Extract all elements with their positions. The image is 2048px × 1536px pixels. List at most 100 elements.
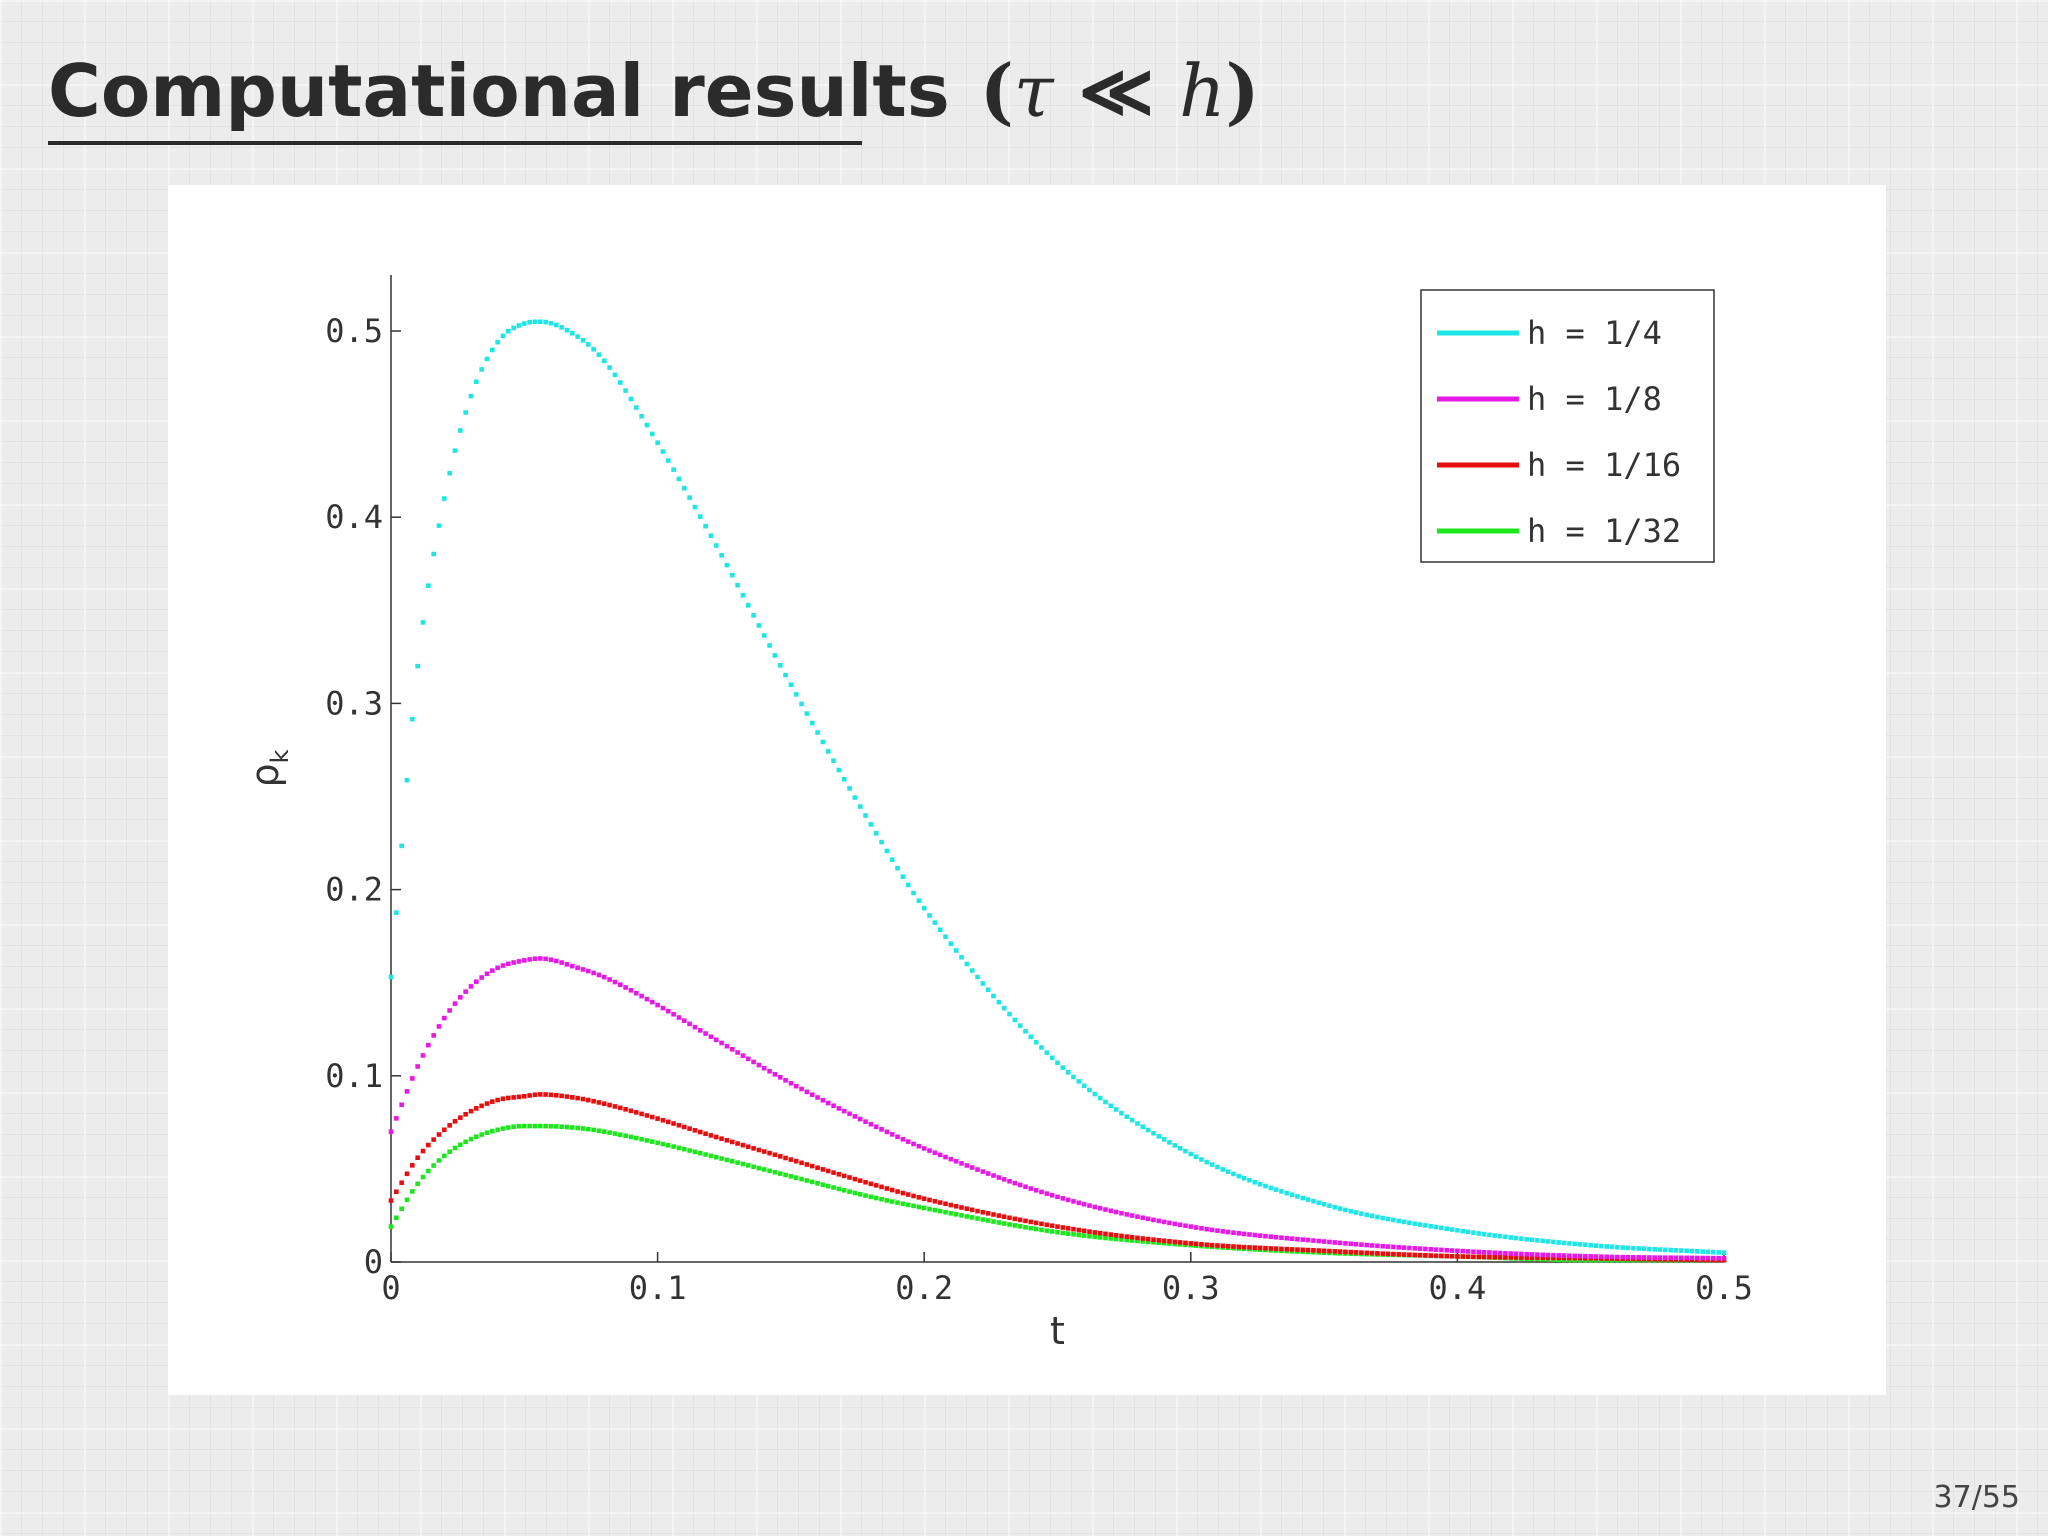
data-point [1364, 1250, 1370, 1256]
data-point [607, 1102, 612, 1108]
data-point [1140, 1236, 1146, 1241]
data-point [772, 653, 778, 658]
data-point [1129, 1117, 1135, 1123]
data-point [426, 1168, 431, 1174]
data-point [879, 839, 884, 845]
data-point [1316, 1238, 1322, 1244]
data-point [1044, 1191, 1050, 1196]
data-point [1433, 1253, 1439, 1259]
data-point [516, 959, 522, 964]
data-point [767, 1168, 772, 1174]
data-point [399, 1206, 404, 1212]
data-point [911, 1193, 916, 1199]
series-h-1-32 [388, 1123, 1727, 1263]
data-point [420, 1174, 426, 1180]
data-point [442, 496, 447, 501]
title-math-h: h [1179, 49, 1226, 133]
data-point [671, 467, 676, 472]
data-point [991, 1212, 996, 1217]
data-point [884, 848, 890, 854]
data-point [527, 957, 532, 962]
data-point [543, 1123, 548, 1129]
data-point [1231, 1244, 1236, 1249]
data-point [1439, 1247, 1444, 1253]
data-point [1247, 1177, 1252, 1183]
y-tick-label: 0 [364, 1243, 383, 1281]
data-point [756, 623, 762, 628]
data-point [1289, 1192, 1295, 1198]
data-point [1204, 1242, 1210, 1248]
data-point [1327, 1203, 1332, 1209]
title-math-open: ( [979, 48, 1014, 133]
data-point [985, 987, 991, 993]
data-point [1049, 1223, 1055, 1229]
data-point [932, 920, 938, 925]
data-point [1028, 1186, 1034, 1191]
data-point [1092, 1234, 1098, 1240]
data-point [1124, 1212, 1130, 1217]
data-point [1300, 1237, 1306, 1242]
data-point [719, 1156, 724, 1161]
data-point [1380, 1243, 1386, 1249]
data-point [1615, 1254, 1620, 1260]
data-point [1556, 1253, 1562, 1258]
data-point [895, 1189, 900, 1194]
data-point [1513, 1255, 1519, 1260]
data-point [1551, 1239, 1556, 1245]
data-point [553, 1092, 559, 1098]
data-point [788, 1157, 794, 1162]
data-point [1385, 1244, 1391, 1249]
data-point [676, 1015, 682, 1020]
data-point [1268, 1234, 1274, 1239]
data-point [1636, 1246, 1641, 1251]
data-point [633, 990, 639, 996]
data-point [655, 440, 660, 446]
data-point [1716, 1255, 1721, 1261]
data-point [1199, 1242, 1204, 1247]
data-point [1556, 1240, 1562, 1245]
data-point [1055, 1060, 1060, 1066]
data-point [847, 1175, 852, 1180]
data-point [644, 996, 650, 1002]
data-point [1097, 1095, 1103, 1101]
data-point [1487, 1254, 1492, 1260]
data-point [1321, 1248, 1327, 1254]
data-point [1460, 1228, 1466, 1234]
data-point [975, 1216, 980, 1221]
data-point [1215, 1164, 1220, 1170]
data-point [969, 1207, 975, 1213]
data-point [479, 1103, 484, 1109]
data-point [1449, 1227, 1455, 1232]
data-point [980, 1209, 986, 1215]
data-point [1428, 1253, 1434, 1258]
data-point [1172, 1143, 1178, 1148]
data-point [1519, 1236, 1524, 1241]
data-point [772, 1152, 778, 1158]
data-point [1343, 1207, 1348, 1213]
data-point [410, 1189, 415, 1194]
data-point [426, 1042, 431, 1048]
data-point [660, 1141, 666, 1147]
data-point [927, 1197, 932, 1203]
data-point [506, 1125, 511, 1130]
data-point [1033, 1039, 1039, 1045]
data-point [1412, 1246, 1418, 1251]
data-point [681, 1146, 687, 1152]
data-point [756, 1147, 762, 1153]
data-point [410, 1163, 415, 1168]
data-point [767, 643, 772, 648]
data-point [1439, 1253, 1444, 1259]
data-point [868, 1181, 874, 1187]
data-point [884, 1186, 890, 1191]
data-point [1108, 1103, 1114, 1109]
data-point [538, 319, 543, 324]
data-point [655, 1140, 660, 1146]
data-point [1401, 1252, 1407, 1257]
data-point [996, 1213, 1002, 1218]
data-point [1273, 1187, 1279, 1192]
data-point [735, 1050, 740, 1055]
data-point [1332, 1204, 1338, 1210]
data-point [1151, 1240, 1156, 1245]
data-point [1156, 1218, 1162, 1224]
data-point [1135, 1214, 1140, 1219]
